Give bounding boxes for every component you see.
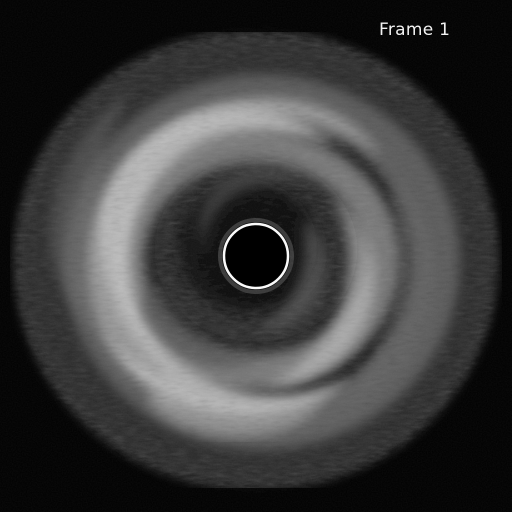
frame-label: Frame 1 — [379, 20, 451, 40]
